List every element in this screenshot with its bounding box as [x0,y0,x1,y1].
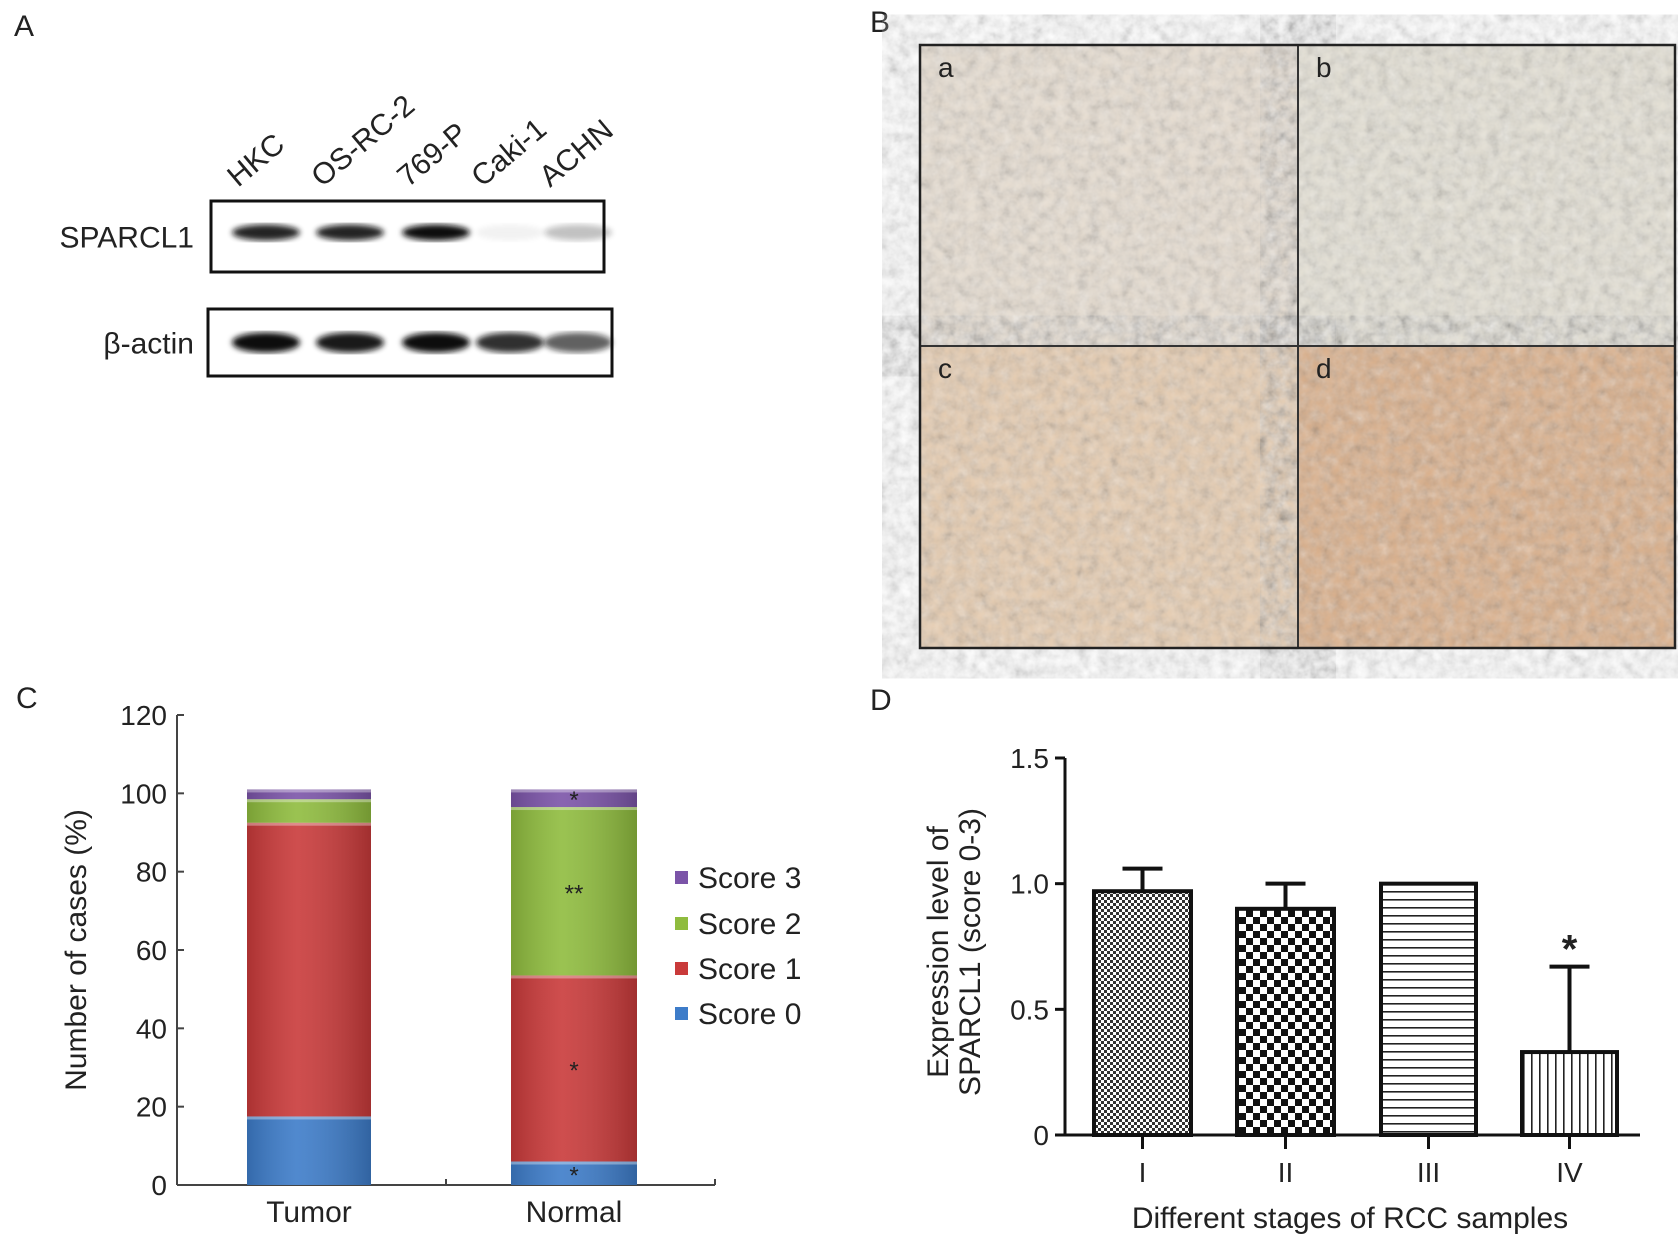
bar-highlight [511,789,637,793]
bar-shading [511,807,637,976]
ihc-frame [918,43,1677,650]
ihc-texture [1298,346,1675,648]
blot-band [232,332,300,353]
y-tick-label: 80 [136,857,167,888]
ihc-texture [1298,45,1675,346]
y-tick-label: 0 [151,1170,167,1201]
significance-marker: * [1562,928,1578,972]
legend-label: Score 3 [698,862,801,895]
blot-band [402,332,470,353]
blot-band [476,332,544,353]
panel-label-a: A [14,10,34,43]
significance-marker: * [569,1057,578,1084]
bar-shading [247,799,371,823]
x-tick-label: I [1139,1157,1147,1188]
category-label: Normal [526,1196,623,1229]
lane-label: ACHN [533,113,619,193]
y-tick-label: 100 [120,778,167,809]
panel-label-b: B [870,6,890,39]
y-axis-label: Expression level of [922,825,955,1077]
bar-highlight [247,822,371,826]
blot-band [232,224,300,241]
blot-band [544,332,612,353]
bar-shading [247,1116,371,1185]
x-axis-label: Different stages of RCC samples [1132,1202,1568,1235]
bar [1379,881,1478,1138]
bar-shading [247,789,371,800]
legend-swatch [675,962,688,975]
bar-highlight [247,1116,371,1120]
ihc-sub-label: c [938,353,952,384]
x-tick-label: III [1417,1157,1440,1188]
blot-row-label: β-actin [103,328,194,361]
blot-band [544,224,612,241]
panel-label-c: C [16,682,38,715]
y-axis-label: SPARCL1 (score 0-3) [954,808,987,1096]
legend-swatch [675,1007,688,1020]
x-tick-label: IV [1556,1157,1583,1188]
legend-label: Score 1 [698,953,801,986]
ihc-sub-label: b [1316,52,1332,83]
bar-shading [511,1161,637,1185]
bar-shading [511,975,637,1162]
y-tick-label: 60 [136,935,167,966]
y-tick-label: 1.0 [1010,869,1049,900]
y-tick-label: 0 [1033,1120,1049,1151]
y-tick-label: 120 [120,700,167,731]
blot-row-label: SPARCL1 [59,222,194,255]
y-tick-label: 0.5 [1010,994,1049,1025]
blot-band [402,224,470,241]
blot-band [316,332,384,353]
bar-highlight [247,789,371,793]
y-tick-label: 1.5 [1010,743,1049,774]
lane-label: HKC [221,127,291,193]
panel-label-d: D [870,684,892,717]
bar [1092,889,1193,1137]
y-tick-label: 20 [136,1092,167,1123]
significance-marker: ** [565,880,584,907]
category-label: Tumor [266,1196,352,1229]
ihc-image-grid: a b c d [918,43,1677,650]
y-axis-label: Number of cases (%) [60,809,93,1091]
bar-highlight [511,807,637,811]
bar [1235,906,1336,1137]
legend-label: Score 2 [698,908,801,941]
blot-band [316,224,384,241]
ihc-sub-label: a [938,52,954,83]
lane-label: Caki-1 [465,112,553,193]
x-tick-label: II [1278,1157,1294,1188]
y-tick-label: 40 [136,1013,167,1044]
significance-marker: * [569,1162,578,1189]
legend-label: Score 0 [698,998,801,1031]
bar-highlight [247,799,371,803]
blot-band [476,224,544,241]
ihc-texture [920,45,1298,346]
bar-shading [247,822,371,1117]
bar-shading [511,789,637,808]
ihc-sub-label: d [1316,353,1332,384]
bar-highlight [511,975,637,979]
legend-swatch [675,917,688,930]
ihc-texture [920,346,1298,648]
legend-swatch [675,871,688,884]
bar-highlight [511,1161,637,1165]
significance-marker: * [569,787,578,814]
bar [1520,1050,1619,1138]
